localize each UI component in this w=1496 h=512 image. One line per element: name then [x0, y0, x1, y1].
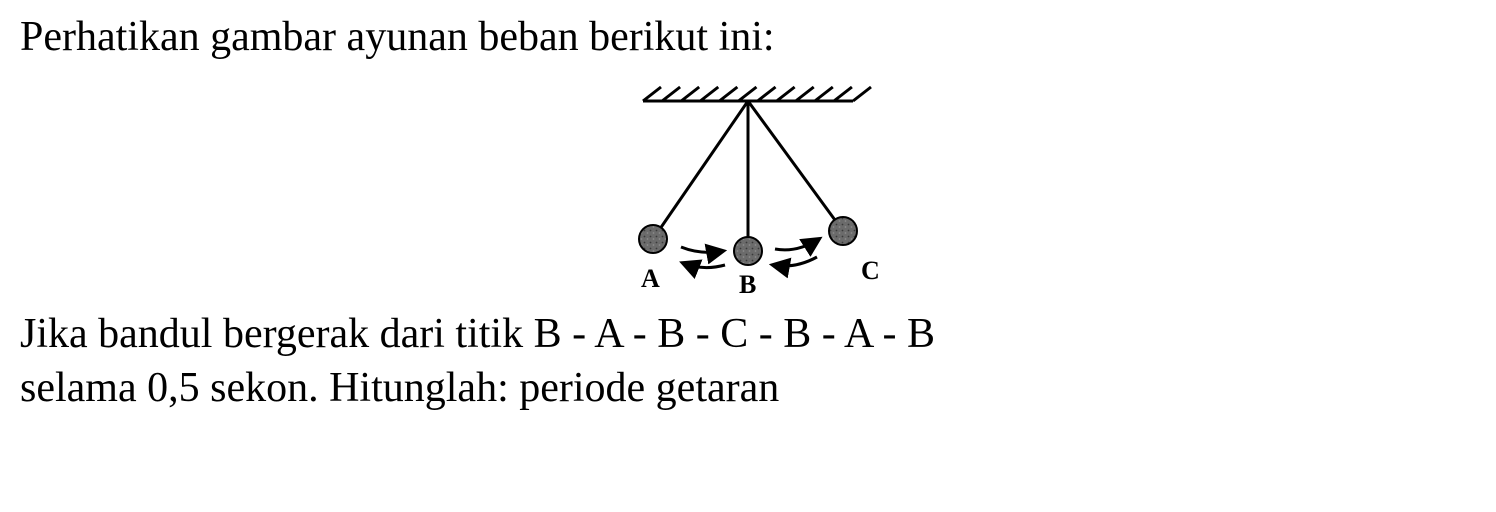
question-line-2: Jika bandul bergerak dari titik B - A - …: [20, 307, 1476, 362]
pendulum-svg: A B C: [583, 79, 913, 299]
figure-container: A B C: [20, 79, 1476, 299]
page: Perhatikan gambar ayunan beban berikut i…: [0, 0, 1496, 416]
question-line-1: Perhatikan gambar ayunan beban berikut i…: [20, 10, 1476, 65]
pendulum-figure: A B C: [583, 79, 913, 299]
svg-text:B: B: [739, 270, 756, 299]
svg-text:A: A: [641, 264, 660, 293]
svg-text:C: C: [861, 256, 880, 285]
question-line-3: selama 0,5 sekon. Hitunglah: periode get…: [20, 361, 1476, 416]
